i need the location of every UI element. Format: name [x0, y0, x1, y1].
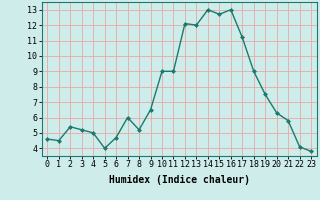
X-axis label: Humidex (Indice chaleur): Humidex (Indice chaleur) — [109, 175, 250, 185]
